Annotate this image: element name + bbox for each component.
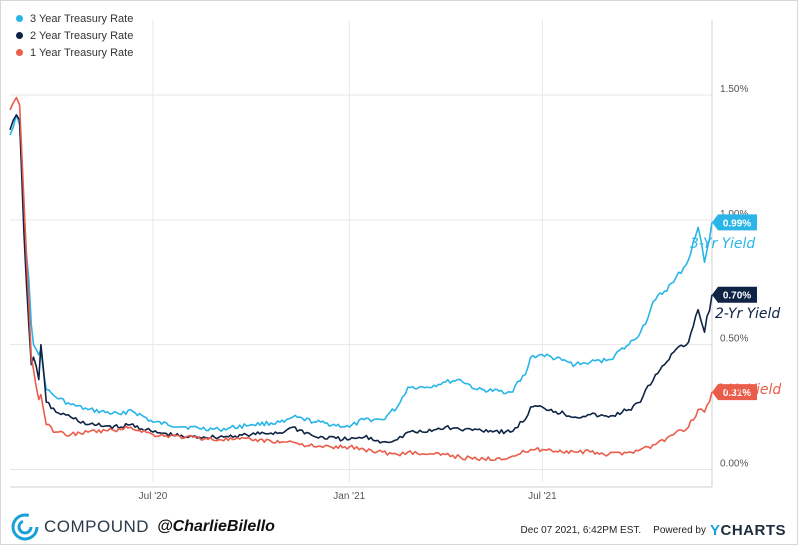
legend-dot-icon [16,15,23,22]
ycharts-logo-rest: CHARTS [720,522,786,539]
series-line [9,114,713,432]
author-handle: @CharlieBilello [157,518,275,535]
value-badge [712,286,757,303]
powered-by: Powered by [653,525,706,536]
footer-brand: COMPOUND @CharlieBilello [10,512,275,542]
x-tick-label: Jan '21 [333,491,365,502]
y-tick-label: 0.00% [720,459,748,470]
compound-logo-icon [11,513,39,541]
value-badge-label: 0.70% [723,291,751,302]
y-tick-label: 0.50% [720,334,748,345]
legend-label: 3 Year Treasury Rate [30,12,134,25]
series-line [9,96,713,462]
yield-annotation: 3-Yr Yield [690,236,755,252]
series-line [9,114,713,444]
value-badge [712,214,757,231]
legend-dot-icon [16,49,23,56]
brand-name: COMPOUND [44,517,150,536]
x-tick-label: Jul '21 [528,491,557,502]
value-badge-label: 0.31% [723,388,751,399]
legend-item[interactable]: 2 Year Treasury Rate [16,27,133,44]
legend-label: 1 Year Treasury Rate [30,46,134,59]
value-badge [712,384,757,401]
footer-source: Dec 07 2021, 6:42PM EST. Powered by YCHA… [521,522,786,539]
ycharts-logo-y: Y [709,522,721,539]
yield-annotation: 2-Yr Yield [715,306,780,322]
yield-annotation: 1-Yr Yield [716,382,781,398]
ycharts-logo: YCHARTS [710,522,786,539]
value-badge-label: 0.99% [723,218,751,229]
x-tick-label: Jul '20 [139,491,168,502]
timestamp: Dec 07 2021, 6:42PM EST. [520,525,642,536]
legend: 3 Year Treasury Rate 2 Year Treasury Rate… [16,10,133,61]
legend-item[interactable]: 1 Year Treasury Rate [16,44,133,61]
legend-dot-icon [16,32,23,39]
legend-item[interactable]: 3 Year Treasury Rate [16,10,133,27]
y-tick-label: 1.50% [720,84,748,95]
legend-label: 2 Year Treasury Rate [30,29,134,42]
